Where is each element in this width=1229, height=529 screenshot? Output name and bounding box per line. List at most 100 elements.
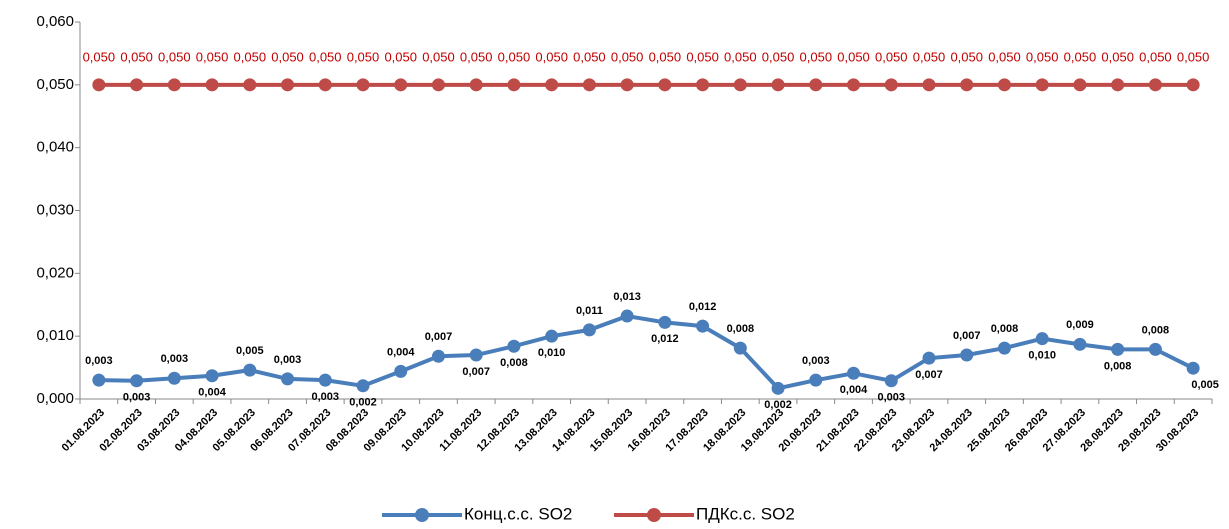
data-label: 0,005 [1191,379,1219,391]
data-label: 0,050 [686,49,719,64]
data-point [243,78,257,92]
data-label: 0,050 [460,49,493,64]
y-tick-label: 0,050 [36,76,74,93]
data-point [1186,78,1200,92]
data-label: 0,050 [762,49,795,64]
data-label: 0,050 [347,49,380,64]
data-label: 0,050 [913,49,946,64]
data-point [960,348,974,362]
data-label: 0,003 [274,354,302,366]
data-label: 0,050 [83,49,116,64]
data-point [620,78,634,92]
data-label: 0,012 [651,333,679,345]
data-label: 0,011 [576,305,603,317]
data-point [658,315,672,329]
data-point [130,78,144,92]
y-tick-label: 0,030 [36,201,74,218]
data-label: 0,003 [161,353,189,365]
data-label: 0,050 [498,49,531,64]
data-label: 0,050 [724,49,757,64]
data-point [997,78,1011,92]
data-point [469,78,483,92]
data-label: 0,009 [1066,319,1094,331]
data-label: 0,007 [462,366,490,378]
data-point [243,363,257,377]
data-label: 0,050 [875,49,908,64]
data-label: 0,050 [120,49,153,64]
data-point [469,348,483,362]
data-label: 0,003 [123,392,151,404]
data-label: 0,050 [988,49,1021,64]
data-label: 0,050 [1026,49,1059,64]
data-point [281,372,295,386]
data-label: 0,003 [312,391,340,403]
data-point [809,373,823,387]
data-point [582,323,596,337]
data-point [545,78,559,92]
data-point [771,381,785,395]
data-point [1186,361,1200,375]
data-label: 0,050 [950,49,983,64]
data-label: 0,004 [198,387,226,399]
data-point [696,78,710,92]
data-point [997,341,1011,355]
data-point [884,78,898,92]
data-label: 0,004 [840,384,868,396]
data-label: 0,050 [649,49,682,64]
data-point [733,341,747,355]
data-label: 0,050 [1064,49,1097,64]
data-point [733,78,747,92]
data-point [545,329,559,343]
data-point [1148,78,1162,92]
data-point [394,364,408,378]
data-point [167,78,181,92]
data-label: 0,050 [1139,49,1172,64]
data-label: 0,007 [425,331,453,343]
data-point [356,78,370,92]
data-point [658,78,672,92]
data-point [394,78,408,92]
data-label: 0,010 [538,347,566,359]
data-label: 0,050 [573,49,606,64]
data-label: 0,050 [1177,49,1210,64]
data-label: 0,007 [953,330,981,342]
data-label: 0,050 [800,49,833,64]
data-label: 0,050 [837,49,870,64]
data-point [1073,337,1087,351]
data-label: 0,050 [1101,49,1134,64]
data-point [960,78,974,92]
data-label: 0,008 [727,323,755,335]
data-label: 0,008 [1104,360,1132,372]
data-label: 0,050 [271,49,304,64]
data-point [771,78,785,92]
data-label: 0,050 [309,49,342,64]
data-point [1035,332,1049,346]
data-point [1073,78,1087,92]
data-label: 0,008 [500,357,528,369]
legend-marker [647,508,661,522]
data-label: 0,050 [535,49,568,64]
legend-label: ПДКс.с. SO2 [696,504,795,523]
data-label: 0,050 [234,49,267,64]
data-label: 0,010 [1028,350,1056,362]
data-point [884,374,898,388]
data-point [281,78,295,92]
data-point [696,319,710,333]
data-point [847,366,861,380]
data-label: 0,002 [764,399,792,411]
data-label: 0,050 [384,49,417,64]
data-label: 0,005 [236,345,264,357]
y-tick-label: 0,040 [36,139,74,156]
data-point [922,351,936,365]
data-point [507,339,521,353]
y-tick-label: 0,060 [36,13,74,30]
data-point [1035,78,1049,92]
data-point [431,349,445,363]
data-point [1148,342,1162,356]
data-point [1111,342,1125,356]
y-tick-label: 0,010 [36,327,74,344]
data-label: 0,002 [349,397,377,409]
y-tick-label: 0,000 [36,390,74,407]
data-label: 0,008 [991,323,1019,335]
